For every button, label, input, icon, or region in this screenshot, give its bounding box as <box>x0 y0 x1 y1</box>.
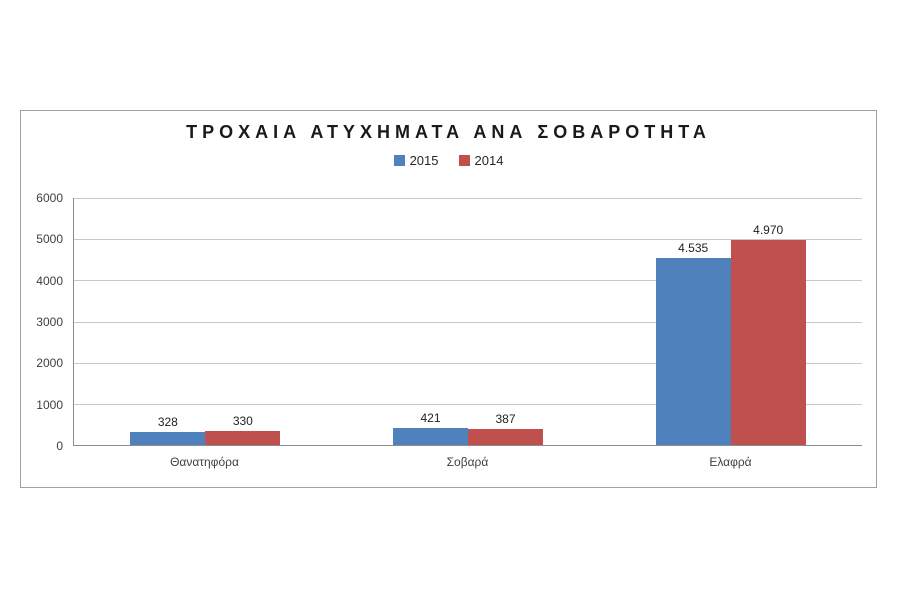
gridline-4000 <box>74 280 862 282</box>
legend: 2015 2014 <box>21 153 876 168</box>
legend-label-2014: 2014 <box>474 153 504 168</box>
bar-rect-2015 <box>655 258 731 445</box>
bar-value-label: 330 <box>232 414 253 429</box>
gridline-3000 <box>74 321 862 323</box>
bar-2014-category-2: 387 <box>467 198 543 445</box>
bar-2014-category-1: 330 <box>205 198 281 445</box>
gridline-6000 <box>74 198 862 199</box>
y-tick-label-5000: 5000 <box>36 232 63 247</box>
y-tick-label-1000: 1000 <box>36 397 63 412</box>
bar-value-label: 421 <box>420 410 441 425</box>
chart-frame: ΤΡΟΧΑΙΑ ΑΤΥΧΗΜΑΤΑ ΑΝΑ ΣΟΒΑΡΟΤΗΤΑ 2015 20… <box>20 110 877 488</box>
gridline-1000 <box>74 403 862 405</box>
bar-rect-2014 <box>467 429 543 445</box>
x-category-label-2: Σοβαρά <box>446 455 489 469</box>
bar-2015-category-2: 421 <box>392 198 468 445</box>
bar-rect-2015 <box>130 431 206 445</box>
y-tick-label-3000: 3000 <box>36 315 63 329</box>
bar-rect-2015 <box>392 427 468 445</box>
legend-item-2014: 2014 <box>458 153 504 168</box>
legend-swatch-2015-icon <box>393 155 405 166</box>
bar-rect-2014 <box>205 431 281 445</box>
plot-wrap: 328 330 421 387 4.535 4.970 0 1000 2000 3000 4000… <box>36 192 862 468</box>
bar-value-label: 4.535 <box>678 241 709 256</box>
x-category-label-3: Ελαφρά <box>709 455 752 469</box>
gridline-5000 <box>74 239 862 241</box>
x-category-label-1: Θανατηφόρα <box>170 455 239 469</box>
bar-rect-2014 <box>730 240 806 445</box>
gridline-2000 <box>74 362 862 364</box>
y-tick-label-2000: 2000 <box>36 356 63 371</box>
bar-group-2: 421 387 <box>337 198 600 445</box>
bar-group-1: 328 330 <box>74 198 337 445</box>
bar-2014-category-3: 4.970 <box>730 198 806 445</box>
bar-value-label: 4.970 <box>753 223 784 238</box>
bar-group-3: 4.535 4.970 <box>599 198 862 445</box>
bar-value-label: 387 <box>495 412 516 427</box>
plot-area: 328 330 421 387 4.535 4.970 <box>73 198 862 446</box>
legend-item-2015: 2015 <box>393 153 439 168</box>
y-tick-label-6000: 6000 <box>36 191 63 205</box>
legend-swatch-2014-icon <box>458 155 470 166</box>
y-tick-label-0: 0 <box>56 439 63 453</box>
chart-title: ΤΡΟΧΑΙΑ ΑΤΥΧΗΜΑΤΑ ΑΝΑ ΣΟΒΑΡΟΤΗΤΑ <box>186 122 711 142</box>
bar-value-label: 328 <box>157 414 178 429</box>
bar-2015-category-1: 328 <box>130 198 206 445</box>
y-tick-label-4000: 4000 <box>36 273 63 288</box>
bar-2015-category-3: 4.535 <box>655 198 731 445</box>
legend-label-2015: 2015 <box>409 153 439 168</box>
